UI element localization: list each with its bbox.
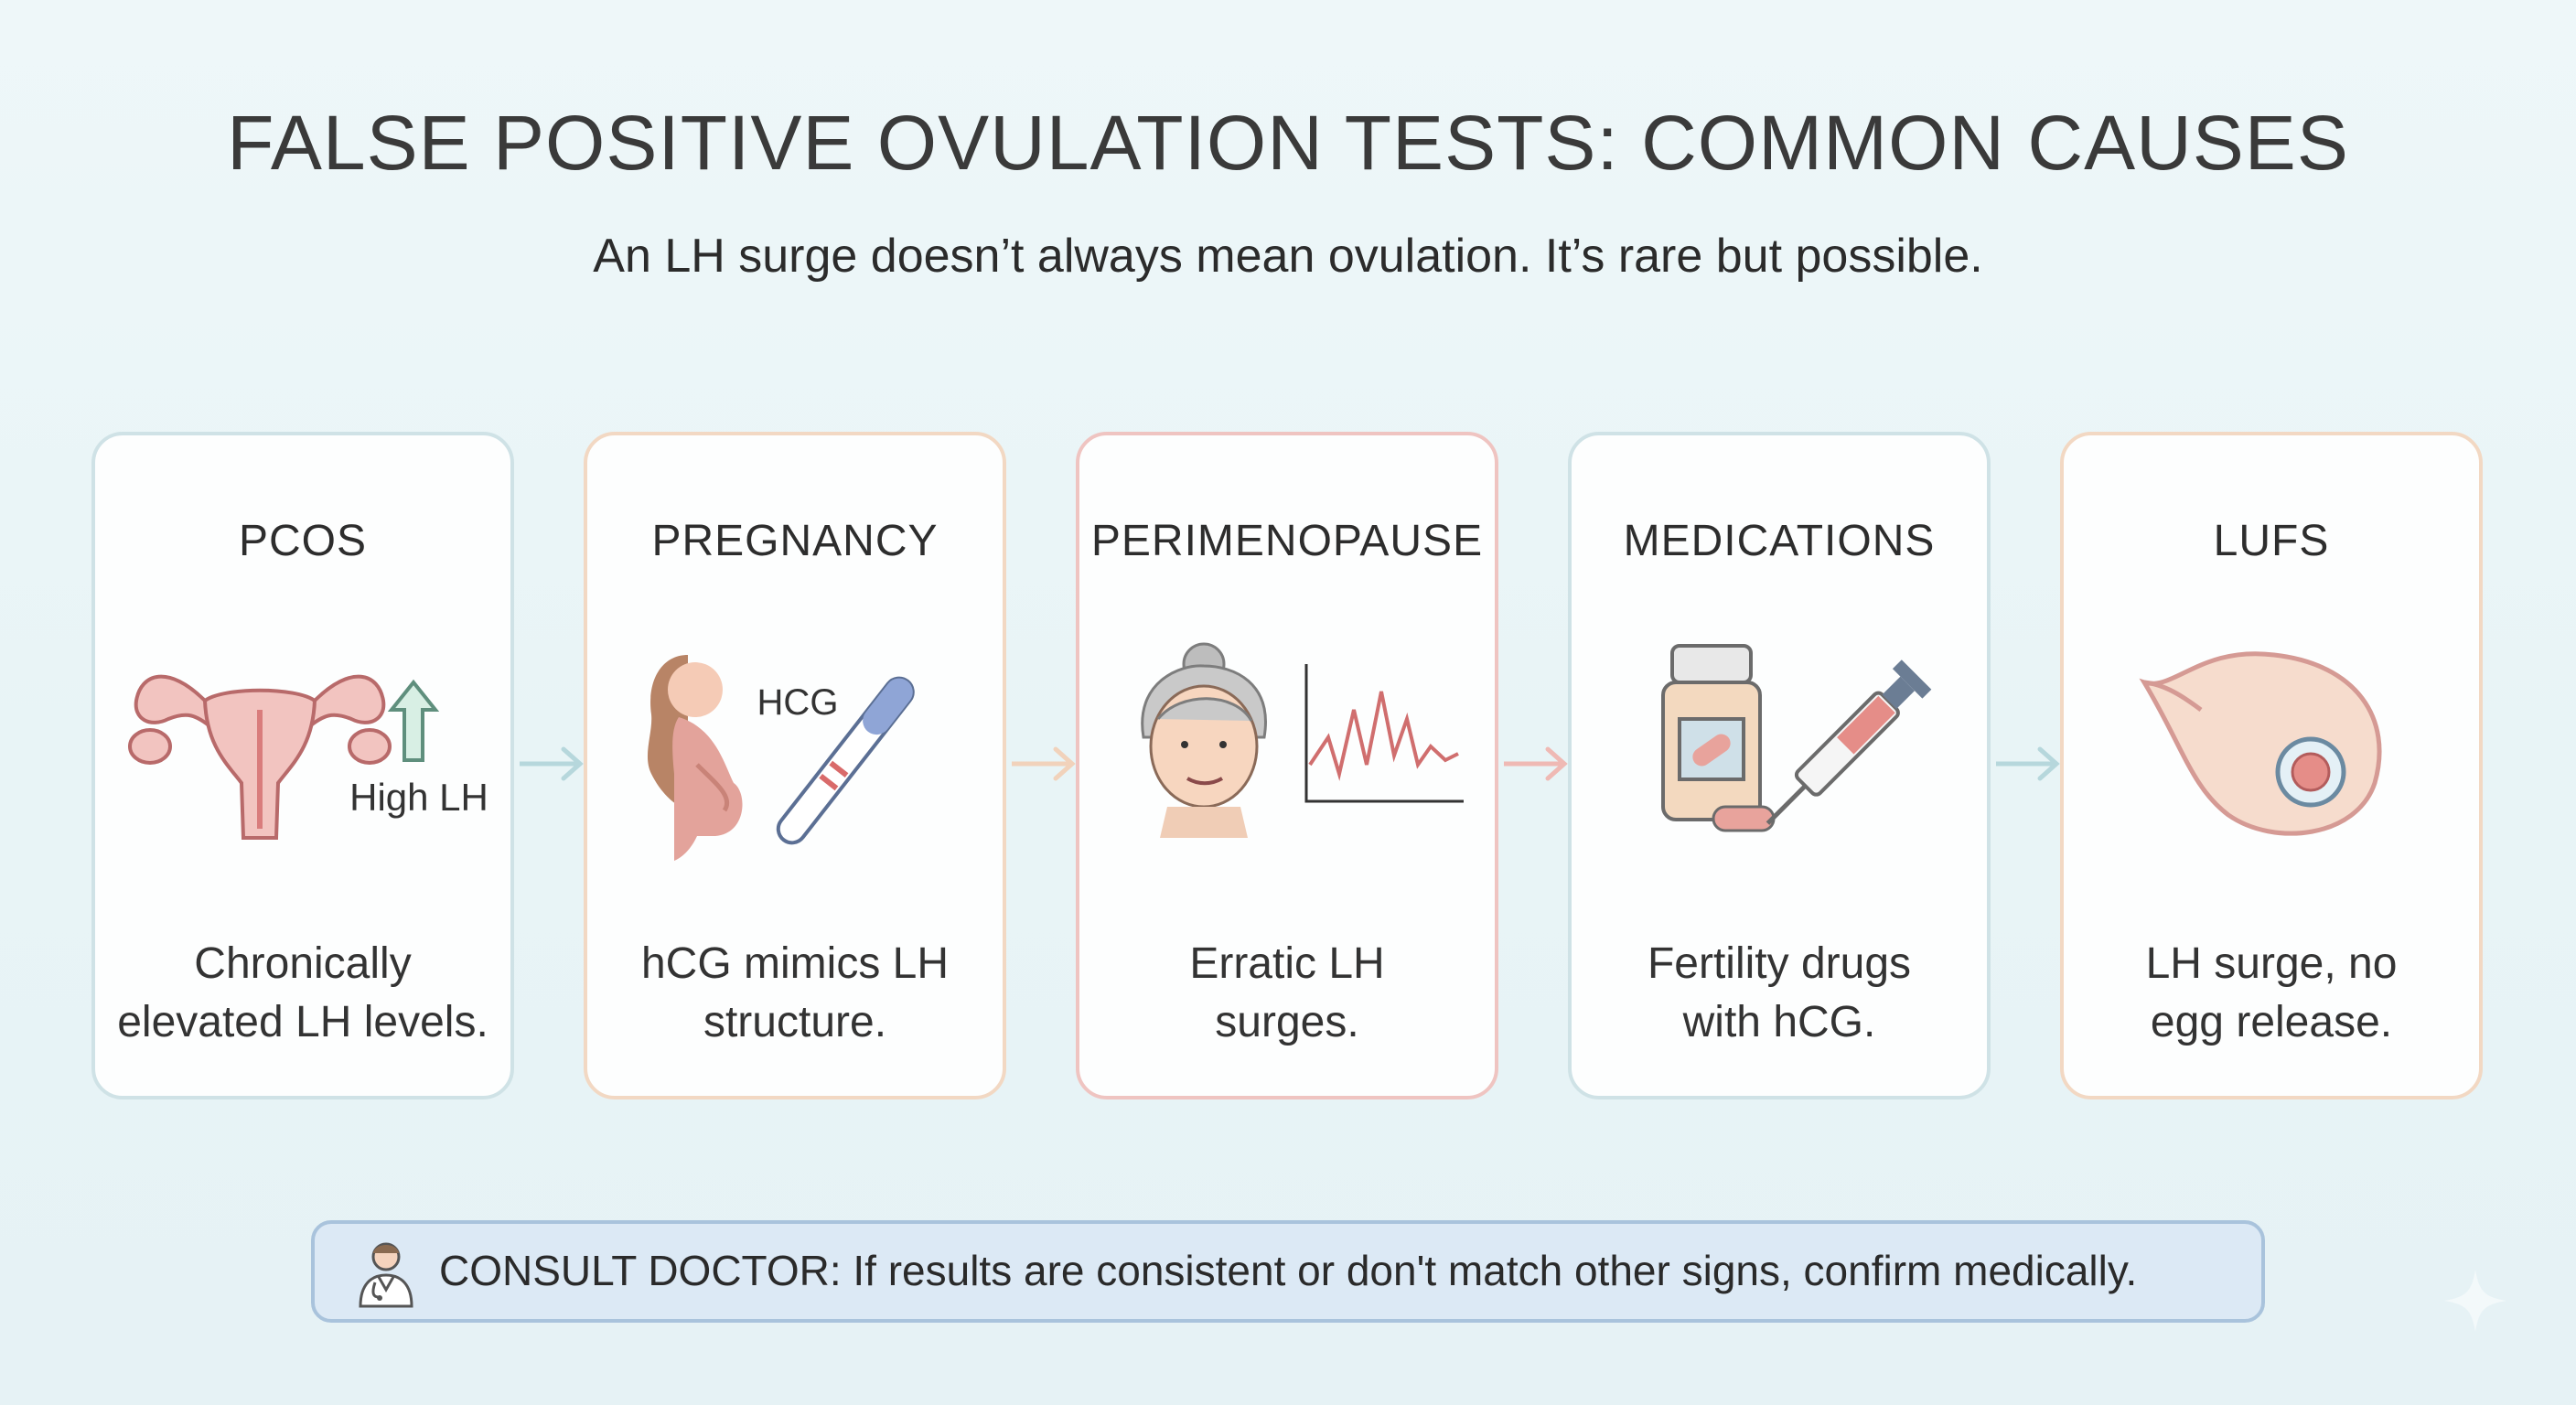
card-description: Fertility drugs with hCG. bbox=[1647, 939, 1912, 1046]
card-description: LH surge, no egg release. bbox=[2145, 939, 2398, 1046]
high-lh-label: High LH bbox=[349, 776, 488, 819]
uterus-icon: High LH bbox=[128, 674, 488, 840]
card-title: PCOS bbox=[238, 517, 368, 565]
older-woman-icon bbox=[1141, 642, 1464, 838]
arrow-right-icon bbox=[1996, 746, 2060, 781]
card-pcos: PCOS High LH Chronically elevated LH lev… bbox=[91, 432, 514, 1099]
pill-bottle-icon bbox=[1661, 644, 1932, 832]
card-title: PERIMENOPAUSE bbox=[1090, 517, 1484, 565]
sparkle-icon bbox=[2444, 1270, 2506, 1332]
consult-doctor-banner: CONSULT DOCTOR: If results are consisten… bbox=[311, 1220, 2265, 1323]
page-title: FALSE POSITIVE OVULATION TESTS: COMMON C… bbox=[227, 100, 2349, 186]
card-lufs: LUFS LH surge, no egg release. bbox=[2060, 432, 2483, 1099]
card-medications: MEDICATIONS Fertility drugs with hCG. bbox=[1568, 432, 1991, 1099]
card-title: PREGNANCY bbox=[651, 517, 939, 565]
card-pregnancy: PREGNANCY HCG hCG mimics LH structure. bbox=[584, 432, 1006, 1099]
consult-doctor-label: CONSULT DOCTOR: bbox=[439, 1247, 842, 1294]
arrow-right-icon bbox=[520, 746, 584, 781]
doctor-icon bbox=[359, 1242, 413, 1308]
card-title: LUFS bbox=[2213, 517, 2330, 565]
card-description: Erratic LH surges. bbox=[1189, 939, 1385, 1046]
card-perimenopause: PERIMENOPAUSE Erratic LH surges. bbox=[1076, 432, 1498, 1099]
card-description: hCG mimics LH structure. bbox=[640, 939, 950, 1046]
page-subtitle: An LH surge doesn’t always mean ovulatio… bbox=[593, 230, 1983, 283]
consult-doctor-message: If results are consistent or don't match… bbox=[841, 1247, 2138, 1294]
hcg-label: HCG bbox=[757, 682, 839, 723]
follicle-icon bbox=[2139, 651, 2382, 836]
arrow-right-icon bbox=[1012, 746, 1076, 781]
arrow-right-icon bbox=[1504, 746, 1568, 781]
card-title: MEDICATIONS bbox=[1623, 517, 1936, 565]
card-description: Chronically elevated LH levels. bbox=[117, 939, 488, 1046]
pregnant-woman-icon: HCG bbox=[647, 655, 915, 861]
consult-doctor-text: CONSULT DOCTOR: If results are consisten… bbox=[439, 1246, 2137, 1295]
